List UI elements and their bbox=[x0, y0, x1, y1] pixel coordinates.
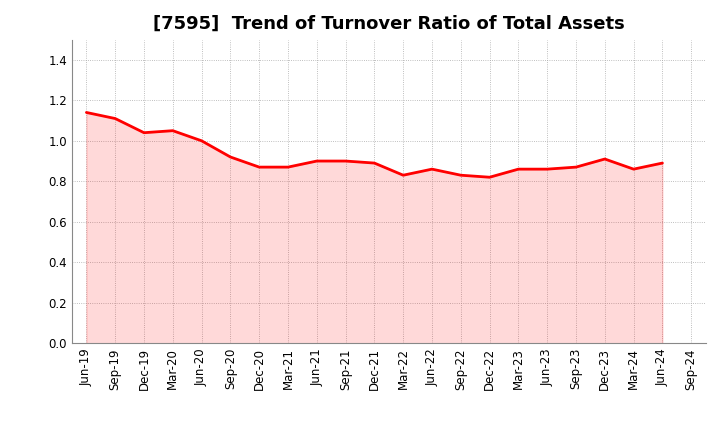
Title: [7595]  Trend of Turnover Ratio of Total Assets: [7595] Trend of Turnover Ratio of Total … bbox=[153, 15, 625, 33]
